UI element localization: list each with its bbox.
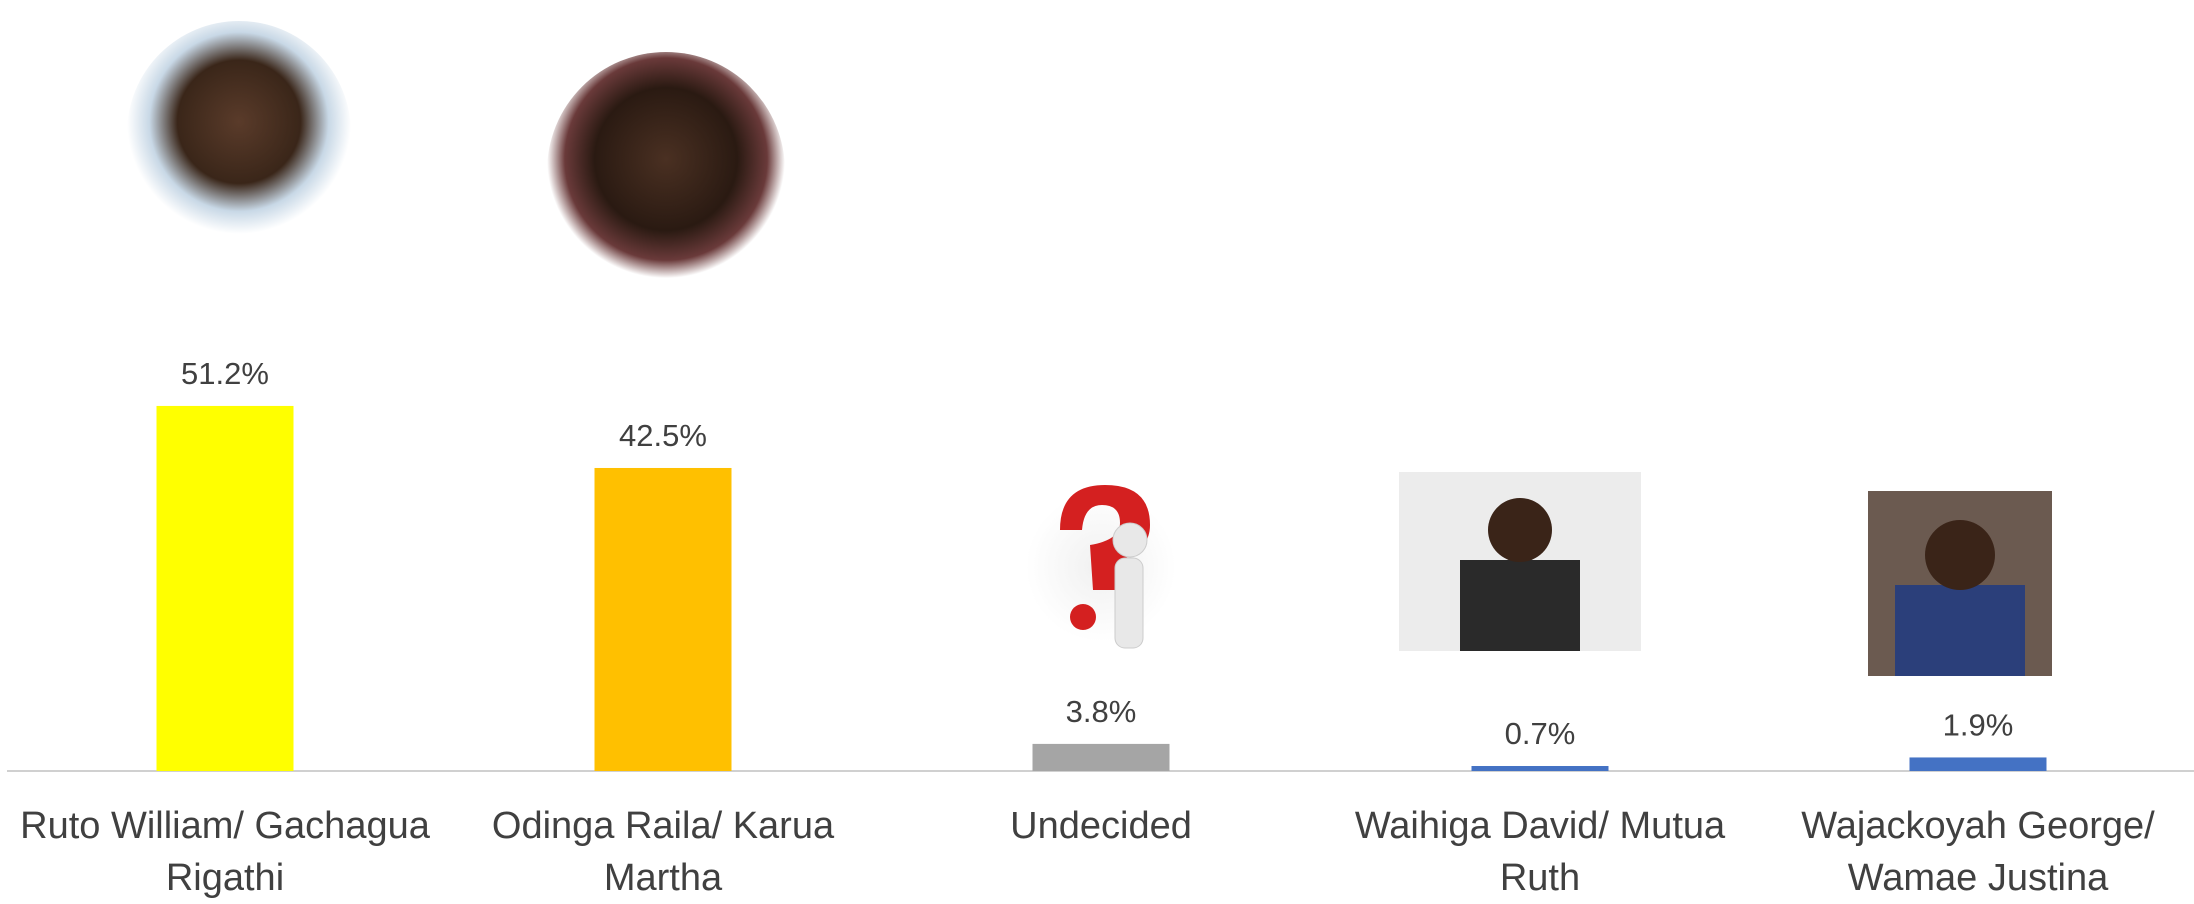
bar	[1910, 757, 2047, 771]
photos	[127, 21, 2052, 676]
bar	[157, 406, 294, 771]
x-tick-label: Waihiga David/ Mutua Ruth	[1325, 800, 1755, 904]
page: {"chart_data": {"type": "bar", "categori…	[0, 0, 2194, 904]
suit	[1895, 585, 2025, 676]
chart: 51.2% 42.5% 3.8% 0.7% 1.9%	[0, 0, 2194, 904]
candidate-photo	[127, 21, 351, 245]
bar	[1472, 766, 1609, 771]
candidate-photo	[547, 52, 785, 290]
figure-head	[1113, 523, 1147, 557]
x-tick-label: Odinga Raila/ Karua Martha	[448, 800, 878, 904]
x-tick-label: Undecided	[886, 800, 1316, 852]
bar	[595, 468, 732, 771]
value-label: 3.8%	[1066, 694, 1137, 729]
bar	[1033, 744, 1170, 771]
x-tick-label: Ruto William/ Gachagua Rigathi	[10, 800, 440, 904]
value-label: 0.7%	[1505, 716, 1576, 751]
face	[1488, 498, 1552, 562]
value-label: 1.9%	[1943, 707, 2014, 742]
question-dot	[1070, 604, 1096, 630]
figure-body	[1115, 558, 1143, 648]
suit	[1460, 560, 1580, 651]
face	[1925, 520, 1995, 590]
value-label: 42.5%	[619, 418, 707, 453]
value-label: 51.2%	[181, 356, 269, 391]
x-tick-label: Wajackoyah George/ Wamae Justina	[1763, 800, 2193, 904]
